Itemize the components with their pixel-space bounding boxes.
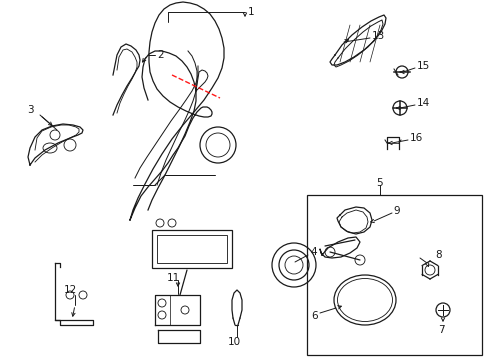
Text: 10: 10 [227,337,241,347]
Bar [306,195,481,355]
Text: 9: 9 [392,206,399,216]
Text: 5: 5 [375,178,382,188]
Text: 4: 4 [309,247,316,257]
Text: 8: 8 [434,250,441,260]
Text: 6: 6 [310,311,317,321]
Text: 2: 2 [157,50,163,60]
Text: 14: 14 [416,98,429,108]
Text: 16: 16 [409,133,423,143]
Text: 1: 1 [247,7,254,17]
Text: 7: 7 [437,325,444,335]
Text: 15: 15 [416,61,429,71]
Text: 11: 11 [167,273,180,283]
Text: 12: 12 [64,285,77,295]
Text: 13: 13 [371,31,385,41]
Bar [157,235,226,263]
Bar [152,230,231,268]
Text: 3: 3 [27,105,34,115]
